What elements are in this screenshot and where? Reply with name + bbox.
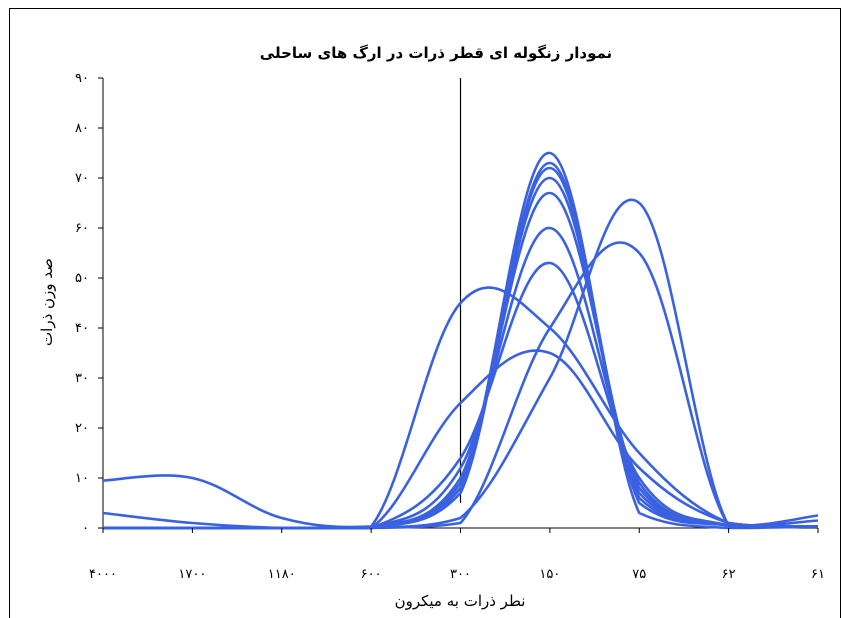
x-tick-label: ۴۰۰۰ — [89, 567, 117, 582]
y-tick-label: ۱۰ — [75, 471, 89, 486]
chart-title: نمودار زنگوله ای قطر ذرات در ارگ های ساح… — [260, 44, 612, 62]
y-axis-title: صد وزن ذرات — [38, 258, 56, 346]
x-tick-label: ۶۲ — [722, 567, 736, 582]
x-tick-label: ۶۰۰ — [361, 567, 382, 582]
y-tick-label: ۵۰ — [75, 271, 89, 286]
x-axis-title: نطر ذرات به میکرون — [395, 592, 526, 610]
series-line-1 — [102, 151, 819, 530]
x-tick-label: ۱۱۸۰ — [268, 567, 296, 582]
y-tick-label: ۹۰ — [75, 71, 89, 86]
series-line-8 — [102, 349, 819, 530]
y-tick-label: ۲۰ — [75, 421, 89, 436]
y-tick-label: ۸۰ — [75, 121, 89, 136]
y-tick-label: ۳۰ — [75, 371, 89, 386]
x-tick-label: ۱۵۰ — [539, 567, 560, 582]
x-tick-label: ۱۷۰۰ — [178, 567, 206, 582]
y-tick-label: ۰ — [82, 521, 89, 536]
x-axis-ticks: ۴۰۰۰ ۱۷۰۰ ۱۱۸۰ ۶۰۰ ۳۰۰ ۱۵۰ ۷۵ ۶۲ ۶۱ — [89, 528, 825, 582]
x-tick-label: ۷۵ — [632, 567, 646, 582]
series-group — [102, 151, 819, 530]
y-axis-ticks: ۰ ۱۰ ۲۰ ۳۰ ۴۰ ۵۰ ۶۰ ۷۰ ۸۰ ۹۰ — [75, 71, 103, 536]
y-tick-label: ۶۰ — [75, 221, 89, 236]
x-tick-label: ۳۰۰ — [450, 567, 471, 582]
y-tick-label: ۴۰ — [75, 321, 89, 336]
x-tick-label: ۶۱ — [811, 567, 825, 582]
y-tick-label: ۷۰ — [75, 171, 89, 186]
series-line-11 — [103, 241, 819, 530]
